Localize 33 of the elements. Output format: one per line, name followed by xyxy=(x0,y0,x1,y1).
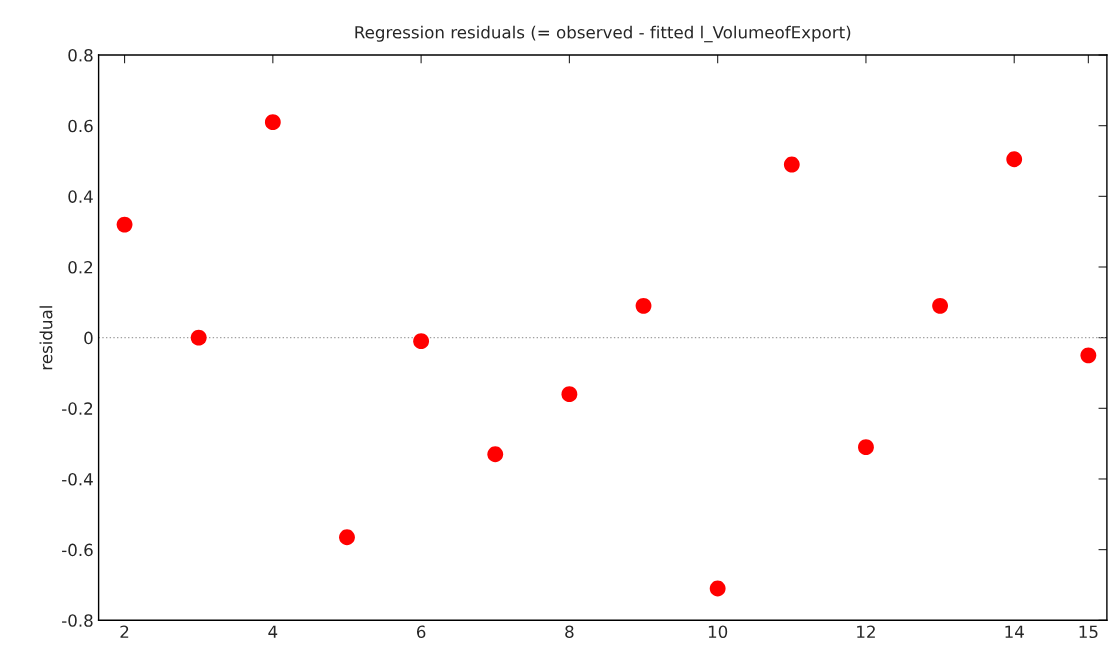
x-tick-label: 4 xyxy=(268,625,278,638)
x-tick-label: 8 xyxy=(565,625,574,639)
point xyxy=(413,333,430,350)
point xyxy=(561,386,578,403)
y-tick-label: 0.6 xyxy=(68,119,93,133)
y-tick-label: 0.2 xyxy=(68,260,93,274)
point xyxy=(1006,151,1023,168)
y-tick-label: -0.4 xyxy=(62,472,93,486)
y-tick-label: 0.4 xyxy=(68,190,93,203)
y-tick-label: 0.8 xyxy=(68,48,93,62)
y-tick-label: 0 xyxy=(84,331,93,345)
point xyxy=(264,114,281,131)
point xyxy=(116,216,133,233)
point xyxy=(339,529,355,546)
x-tick-label: 2 xyxy=(120,625,129,638)
point xyxy=(783,156,800,173)
x-tick-label: 15 xyxy=(1079,625,1098,639)
y-tick-label: -0.6 xyxy=(62,543,93,557)
point xyxy=(1080,347,1097,364)
x-tick-label: 12 xyxy=(857,625,875,638)
x-tick-label: 10 xyxy=(708,625,728,639)
y-tick-label: -0.8 xyxy=(62,614,93,627)
point xyxy=(858,439,874,456)
x-tick-label: 14 xyxy=(1005,625,1024,638)
point xyxy=(932,297,948,314)
x-tick-label: 6 xyxy=(416,625,426,639)
y-axis-title: residual xyxy=(39,306,53,370)
point xyxy=(709,580,726,597)
point xyxy=(190,329,207,346)
y-tick-label: -0.2 xyxy=(62,402,93,415)
chart-title: Regression residuals (= observed - fitted l_VolumeofExport) xyxy=(355,25,851,43)
point xyxy=(487,446,504,463)
point xyxy=(635,297,652,314)
